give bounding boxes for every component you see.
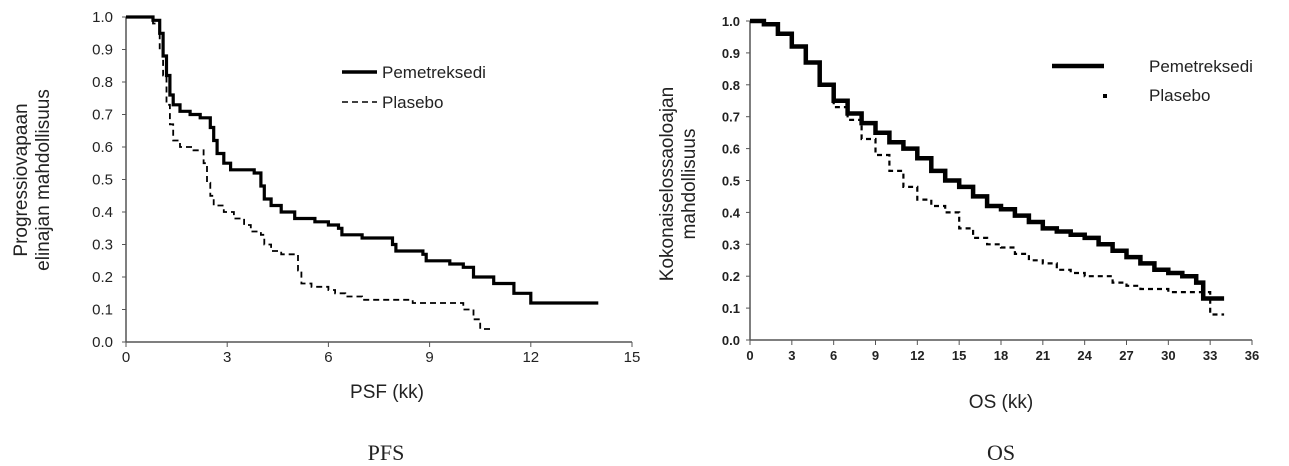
pfs-x-axis-title: PSF (kk) <box>350 382 424 403</box>
pfs-caption: PFS <box>368 440 405 465</box>
os-y-tick-label: 0.9 <box>722 46 740 61</box>
os-y-axis-title: Kokonaiselossaoloajan mahdollisuus <box>657 87 700 281</box>
pfs-y-ticks: 0.0 0.1 0.2 0.3 0.4 0.5 0.6 0.7 0.8 0.9 1.0 <box>92 9 126 351</box>
pfs-x-tick-label: 0 <box>122 349 130 366</box>
os-series-group <box>750 18 1225 316</box>
os-y-tick-label: 0.0 <box>722 333 740 348</box>
os-y-tick-label: 0.2 <box>722 269 740 284</box>
os-y-tick-label: 0.5 <box>722 174 740 189</box>
os-x-tick-label: 30 <box>1161 348 1175 363</box>
pfs-legend-label-plasebo: Plasebo <box>382 93 443 112</box>
os-x-tick-label: 6 <box>830 348 837 363</box>
os-x-tick-label: 0 <box>746 348 753 363</box>
pfs-y-tick-label: 0.1 <box>92 302 113 319</box>
pfs-y-axis-title-line-2: elinajan mahdollisuus <box>33 89 54 271</box>
pfs-x-ticks: 0 3 6 9 12 15 <box>122 342 641 366</box>
os-y-tick-label: 0.3 <box>722 237 740 252</box>
os-x-tick-label: 9 <box>872 348 879 363</box>
os-y-tick-label: 0.7 <box>722 110 740 125</box>
os-y-tick-label: 0.4 <box>722 205 741 220</box>
os-x-ticks: 0 3 6 9 12 15 18 21 24 27 30 33 36 <box>746 340 1259 363</box>
os-x-tick-label: 33 <box>1203 348 1217 363</box>
pfs-x-tick-label: 9 <box>425 349 433 366</box>
os-series-pemetreksedi <box>750 18 1225 301</box>
os-legend-label-plasebo: Plasebo <box>1149 86 1210 105</box>
os-x-axis-title: OS (kk) <box>969 392 1033 413</box>
os-caption: OS <box>987 440 1015 465</box>
pfs-x-tick-label: 15 <box>624 349 641 366</box>
os-x-tick-label: 24 <box>1077 348 1092 363</box>
pfs-y-tick-label: 0.7 <box>92 107 113 124</box>
os-series-plasebo <box>750 19 1225 316</box>
pfs-series-pemetreksedi <box>126 15 599 305</box>
pfs-y-tick-label: 1.0 <box>92 9 113 26</box>
os-legend-swatch-plasebo <box>1103 94 1107 98</box>
pfs-y-tick-label: 0.9 <box>92 42 113 59</box>
os-y-tick-label: 0.8 <box>722 78 740 93</box>
pfs-chart: 0.0 0.1 0.2 0.3 0.4 0.5 0.6 0.7 0.8 0.9 1.0 0 3 6 9 12… <box>11 9 640 465</box>
os-x-tick-label: 36 <box>1245 348 1259 363</box>
pfs-y-tick-label: 0.6 <box>92 139 113 156</box>
os-chart: 0.00.10.20.30.40.50.60.70.80.91.0 0 3 6 9 12… <box>657 14 1259 465</box>
os-y-tick-label: 1.0 <box>722 14 740 29</box>
pfs-y-tick-label: 0.8 <box>92 74 113 91</box>
os-y-tick-label: 0.6 <box>722 142 740 157</box>
os-x-tick-label: 27 <box>1119 348 1133 363</box>
pfs-series-group <box>126 15 599 330</box>
os-y-tick-label: 0.1 <box>722 301 740 316</box>
pfs-legend: Pemetreksedi Plasebo <box>342 63 486 112</box>
pfs-y-axis-title-line-1: Progressiovapaan <box>11 103 32 256</box>
pfs-x-tick-label: 12 <box>522 349 539 366</box>
pfs-y-tick-label: 0.4 <box>92 204 113 221</box>
pfs-legend-label-pemetreksedi: Pemetreksedi <box>382 63 486 82</box>
os-x-tick-label: 18 <box>994 348 1008 363</box>
pfs-y-tick-label: 0.2 <box>92 269 113 286</box>
os-y-axis-title-line-1: Kokonaiselossaoloajan <box>657 87 678 281</box>
pfs-y-tick-label: 0.3 <box>92 237 113 254</box>
pfs-y-axis-title: Progressiovapaan elinajan mahdollisuus <box>11 89 54 271</box>
pfs-y-tick-label: 0.5 <box>92 172 113 189</box>
os-x-tick-label: 12 <box>910 348 924 363</box>
os-x-tick-label: 21 <box>1036 348 1050 363</box>
os-y-axis-title-line-2: mahdollisuus <box>679 129 700 240</box>
os-x-tick-label: 3 <box>788 348 795 363</box>
pfs-y-tick-label: 0.0 <box>92 334 113 351</box>
os-legend-label-pemetreksedi: Pemetreksedi <box>1149 57 1253 76</box>
os-x-tick-label: 15 <box>952 348 966 363</box>
pfs-series-plasebo <box>126 16 491 330</box>
os-y-ticks: 0.0 0.1 0.2 0.3 0.4 0.5 0.6 0.7 0.8 0.9 1.0 <box>722 14 750 348</box>
os-legend: Pemetreksedi Plasebo <box>1052 57 1253 105</box>
pfs-x-tick-label: 3 <box>223 349 231 366</box>
pfs-x-tick-label: 6 <box>324 349 332 366</box>
